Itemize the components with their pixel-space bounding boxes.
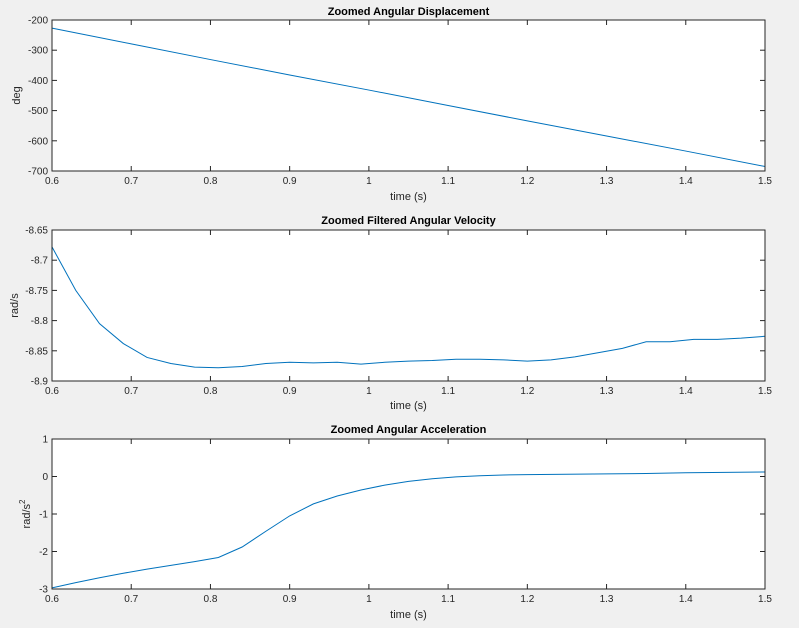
x-tick-label: 1.1 xyxy=(441,176,455,187)
x-tick-label: 1.1 xyxy=(441,594,455,605)
axis-ticks: 0.6 0.7 0.8 0.9 1 1.1 1.2 1.3 1.4 1.5 -8.65 -8.7 -8.… xyxy=(25,226,772,398)
axis-ticks: 0.6 0.7 0.8 0.9 1 1.1 1.2 1.3 1.4 1.5 1 0 -1 -2 -3 xyxy=(39,435,772,606)
series-group xyxy=(51,27,766,167)
y-axis-label-base: rad/s xyxy=(21,504,33,529)
x-tick-label: 0.6 xyxy=(45,594,59,605)
y-tick-label: -600 xyxy=(28,136,48,147)
x-tick-label: 1.4 xyxy=(679,386,693,397)
y-tick-label: -8.8 xyxy=(31,316,49,327)
x-tick-label: 0.7 xyxy=(124,386,138,397)
x-tick-label: 1 xyxy=(366,594,372,605)
x-tick-label: 0.6 xyxy=(45,386,59,397)
x-tick-label: 1.2 xyxy=(520,176,534,187)
y-tick-label: -400 xyxy=(28,76,48,87)
y-axis-label: rad/s xyxy=(9,293,21,318)
y-tick-label: -200 xyxy=(28,16,48,27)
series-group xyxy=(51,471,766,589)
chart-title: Zoomed Filtered Angular Velocity xyxy=(321,215,496,227)
y-tick-label: -8.7 xyxy=(31,256,49,267)
subplot-angular-acceleration: Zoomed Angular Acceleration time (s) rad… xyxy=(18,424,772,621)
series-line xyxy=(51,471,766,589)
series-group xyxy=(51,246,766,369)
axis-ticks: 0.6 0.7 0.8 0.9 1 1.1 1.2 1.3 1.4 1.5 -200 -300 -400… xyxy=(28,16,772,188)
y-tick-label: -3 xyxy=(39,585,48,596)
x-axis-label: time (s) xyxy=(390,609,427,621)
x-tick-label: 1 xyxy=(366,176,372,187)
x-tick-label: 0.6 xyxy=(45,176,59,187)
chart-title: Zoomed Angular Displacement xyxy=(328,6,490,18)
x-tick-label: 1.4 xyxy=(679,594,693,605)
y-tick-label: -1 xyxy=(39,510,48,521)
x-tick-label: 1.3 xyxy=(600,594,614,605)
y-tick-label: -300 xyxy=(28,46,48,57)
x-tick-label: 1.5 xyxy=(758,594,772,605)
x-tick-label: 1.3 xyxy=(600,386,614,397)
axes-background xyxy=(52,20,765,171)
axes-frame xyxy=(51,19,766,172)
x-tick-label: 0.8 xyxy=(203,386,217,397)
x-tick-label: 0.7 xyxy=(124,176,138,187)
x-tick-label: 1.2 xyxy=(520,594,534,605)
axes-background xyxy=(52,230,765,381)
x-tick-label: 0.9 xyxy=(283,176,297,187)
axes-background xyxy=(52,439,765,589)
x-tick-label: 1.1 xyxy=(441,386,455,397)
y-tick-label: 1 xyxy=(42,435,48,446)
x-tick-label: 0.9 xyxy=(283,386,297,397)
x-tick-label: 0.9 xyxy=(283,594,297,605)
y-tick-label: -8.85 xyxy=(25,346,48,357)
x-tick-label: 1 xyxy=(366,386,372,397)
x-tick-label: 1.4 xyxy=(679,176,693,187)
subplot-angular-displacement: Zoomed Angular Displacement time (s) deg… xyxy=(11,6,772,203)
series-line xyxy=(51,27,766,167)
y-axis-label: rad/s2 xyxy=(18,499,33,528)
y-tick-label: -2 xyxy=(39,547,48,558)
subplot-angular-velocity: Zoomed Filtered Angular Velocity time (s… xyxy=(9,215,772,412)
x-axis-label: time (s) xyxy=(390,191,427,203)
y-tick-label: -8.75 xyxy=(25,286,48,297)
x-tick-label: 1.2 xyxy=(520,386,534,397)
axes-frame xyxy=(51,438,766,590)
y-tick-label: -500 xyxy=(28,106,48,117)
y-tick-label: -8.65 xyxy=(25,226,48,237)
series-line xyxy=(51,246,766,369)
axes-frame xyxy=(51,229,766,382)
y-axis-label-superscript: 2 xyxy=(18,499,27,504)
y-tick-label: -700 xyxy=(28,167,48,178)
x-tick-label: 0.8 xyxy=(203,176,217,187)
x-tick-label: 0.7 xyxy=(124,594,138,605)
x-tick-label: 1.3 xyxy=(600,176,614,187)
y-tick-label: -8.9 xyxy=(31,377,49,388)
x-tick-label: 0.8 xyxy=(203,594,217,605)
x-tick-label: 1.5 xyxy=(758,386,772,397)
y-tick-label: 0 xyxy=(42,472,48,483)
x-tick-label: 1.5 xyxy=(758,176,772,187)
y-axis-label: deg xyxy=(11,86,23,104)
x-axis-label: time (s) xyxy=(390,400,427,412)
chart-title: Zoomed Angular Acceleration xyxy=(331,424,487,436)
